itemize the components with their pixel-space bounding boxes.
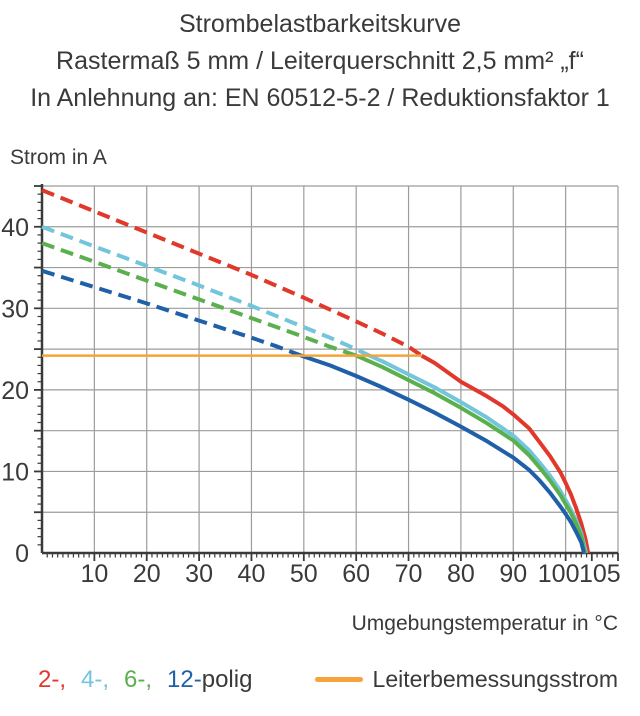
- curve-segment-dashed: [41, 188, 423, 358]
- x-tick-label: 100: [538, 560, 580, 588]
- y-tick-labels: 0 10 20 30 40: [1, 214, 29, 568]
- x-tick-label: 60: [342, 560, 370, 588]
- x-tick-label: 105: [579, 560, 621, 588]
- x-tick-label: 40: [238, 560, 266, 588]
- chart-title-block: Strombelastbarkeitskurve Rastermaß 5 mm …: [0, 6, 640, 117]
- curve-segment-dashed: [41, 268, 302, 358]
- curve-segment-solid: [420, 353, 591, 554]
- x-tick-label: 10: [80, 560, 108, 588]
- chart-subtitle-norm: In Anlehnung an: EN 60512-5-2 / Reduktio…: [30, 84, 610, 112]
- curve-segment-solid: [355, 353, 587, 554]
- y-axis-title: Strom in A: [10, 146, 107, 169]
- y-ticks: [34, 185, 42, 546]
- legend-pole-count: 2-, 4-, 6-, 12- polig: [38, 666, 252, 694]
- x-axis-title: Umgebungstemperatur in °C: [351, 612, 618, 635]
- legend-pole-suffix: polig: [201, 666, 253, 693]
- legend-pole-6: 6-,: [124, 666, 153, 693]
- legend-pole-12-group: 12- polig: [167, 666, 252, 694]
- y-tick-label: 30: [1, 295, 29, 323]
- legend-pole-12: 12-: [167, 666, 202, 693]
- curve-segment-dashed: [41, 224, 371, 358]
- curve-segment-solid: [368, 353, 589, 554]
- chart-legend: 2-, 4-, 6-, 12- polig Leiterbemessungsstr…: [0, 666, 640, 702]
- x-tick-label: 20: [133, 560, 161, 588]
- x-tick-labels: 10 20 30 40 50 60 70 80 90 100 105: [80, 560, 620, 588]
- x-tick-label: 90: [499, 560, 527, 588]
- x-tick-label: 30: [185, 560, 213, 588]
- rated-current-label: Leiterbemessungsstrom: [372, 666, 618, 692]
- chart-title: Strombelastbarkeitskurve: [178, 10, 462, 38]
- x-ticks: [46, 553, 619, 561]
- legend-rated-current: Leiterbemessungsstrom: [314, 666, 618, 693]
- x-tick-label: 80: [447, 560, 475, 588]
- curve-segment-dashed: [41, 241, 357, 358]
- series-12-polig: [41, 268, 586, 554]
- y-tick-label: 40: [1, 214, 29, 242]
- chart-subtitle-spec: Rastermaß 5 mm / Leiterquerschnitt 2,5 m…: [56, 47, 584, 75]
- axes: [40, 184, 618, 555]
- curve-segment-solid: [300, 353, 586, 554]
- grid: [42, 185, 619, 553]
- rated-current-line-icon: [314, 677, 363, 682]
- series-6-polig: [41, 241, 587, 554]
- y-tick-label: 20: [1, 377, 29, 405]
- y-tick-label: 10: [1, 458, 29, 486]
- x-tick-label: 50: [290, 560, 318, 588]
- legend-pole-2: 2-,: [38, 666, 67, 693]
- x-tick-label: 70: [395, 560, 423, 588]
- series-2-polig: [41, 188, 591, 554]
- legend-pole-4: 4-,: [81, 666, 110, 693]
- y-tick-label: 0: [15, 540, 29, 568]
- line-chart-canvas: 10 20 30 40 50 60 70 80 90 100 105 0 10 20 30 40: [1, 184, 621, 588]
